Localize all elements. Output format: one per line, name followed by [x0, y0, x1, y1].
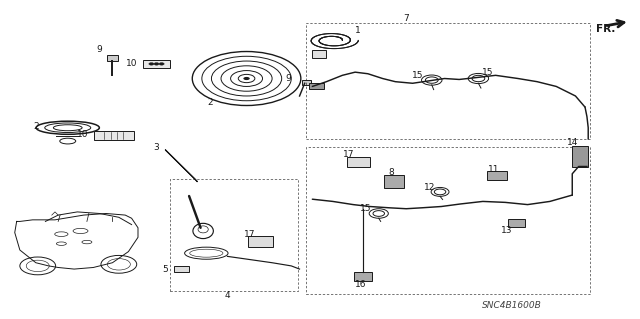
Text: 16: 16	[355, 280, 366, 289]
Text: 12: 12	[424, 183, 436, 192]
Circle shape	[159, 63, 164, 65]
FancyBboxPatch shape	[108, 55, 118, 61]
FancyBboxPatch shape	[347, 157, 370, 167]
Circle shape	[243, 77, 250, 80]
Text: 17: 17	[343, 150, 355, 159]
Text: 15: 15	[481, 68, 493, 77]
Circle shape	[149, 63, 154, 65]
Text: 7: 7	[403, 14, 409, 23]
Text: 15: 15	[360, 204, 372, 213]
Text: 10: 10	[77, 130, 88, 139]
Bar	[306, 23, 590, 139]
Text: 2: 2	[207, 99, 213, 108]
FancyBboxPatch shape	[143, 60, 170, 68]
Text: 10: 10	[126, 59, 138, 68]
Text: 3: 3	[153, 143, 159, 152]
Text: 13: 13	[500, 226, 512, 235]
FancyBboxPatch shape	[248, 236, 273, 247]
Text: FR.: FR.	[596, 24, 615, 34]
FancyBboxPatch shape	[302, 80, 311, 85]
Text: SNC4B1600B: SNC4B1600B	[482, 301, 541, 310]
Text: 1: 1	[355, 26, 361, 35]
FancyBboxPatch shape	[572, 146, 588, 167]
FancyBboxPatch shape	[355, 271, 372, 280]
Text: 17: 17	[244, 230, 255, 239]
Bar	[170, 179, 298, 291]
Text: 11: 11	[488, 165, 499, 174]
FancyBboxPatch shape	[309, 83, 324, 89]
FancyBboxPatch shape	[312, 50, 326, 58]
Text: 4: 4	[225, 291, 230, 300]
Text: 2: 2	[33, 122, 38, 131]
Text: 15: 15	[412, 71, 424, 80]
Text: 9: 9	[285, 74, 291, 83]
FancyBboxPatch shape	[94, 130, 134, 140]
Text: 8: 8	[388, 168, 394, 177]
Bar	[306, 147, 590, 294]
FancyBboxPatch shape	[173, 266, 189, 271]
Text: 14: 14	[566, 138, 578, 147]
Text: 9: 9	[97, 45, 102, 55]
FancyBboxPatch shape	[486, 171, 507, 181]
FancyBboxPatch shape	[508, 219, 525, 226]
Circle shape	[154, 63, 159, 65]
FancyBboxPatch shape	[385, 175, 404, 188]
Text: 5: 5	[162, 264, 168, 274]
Polygon shape	[166, 150, 197, 182]
